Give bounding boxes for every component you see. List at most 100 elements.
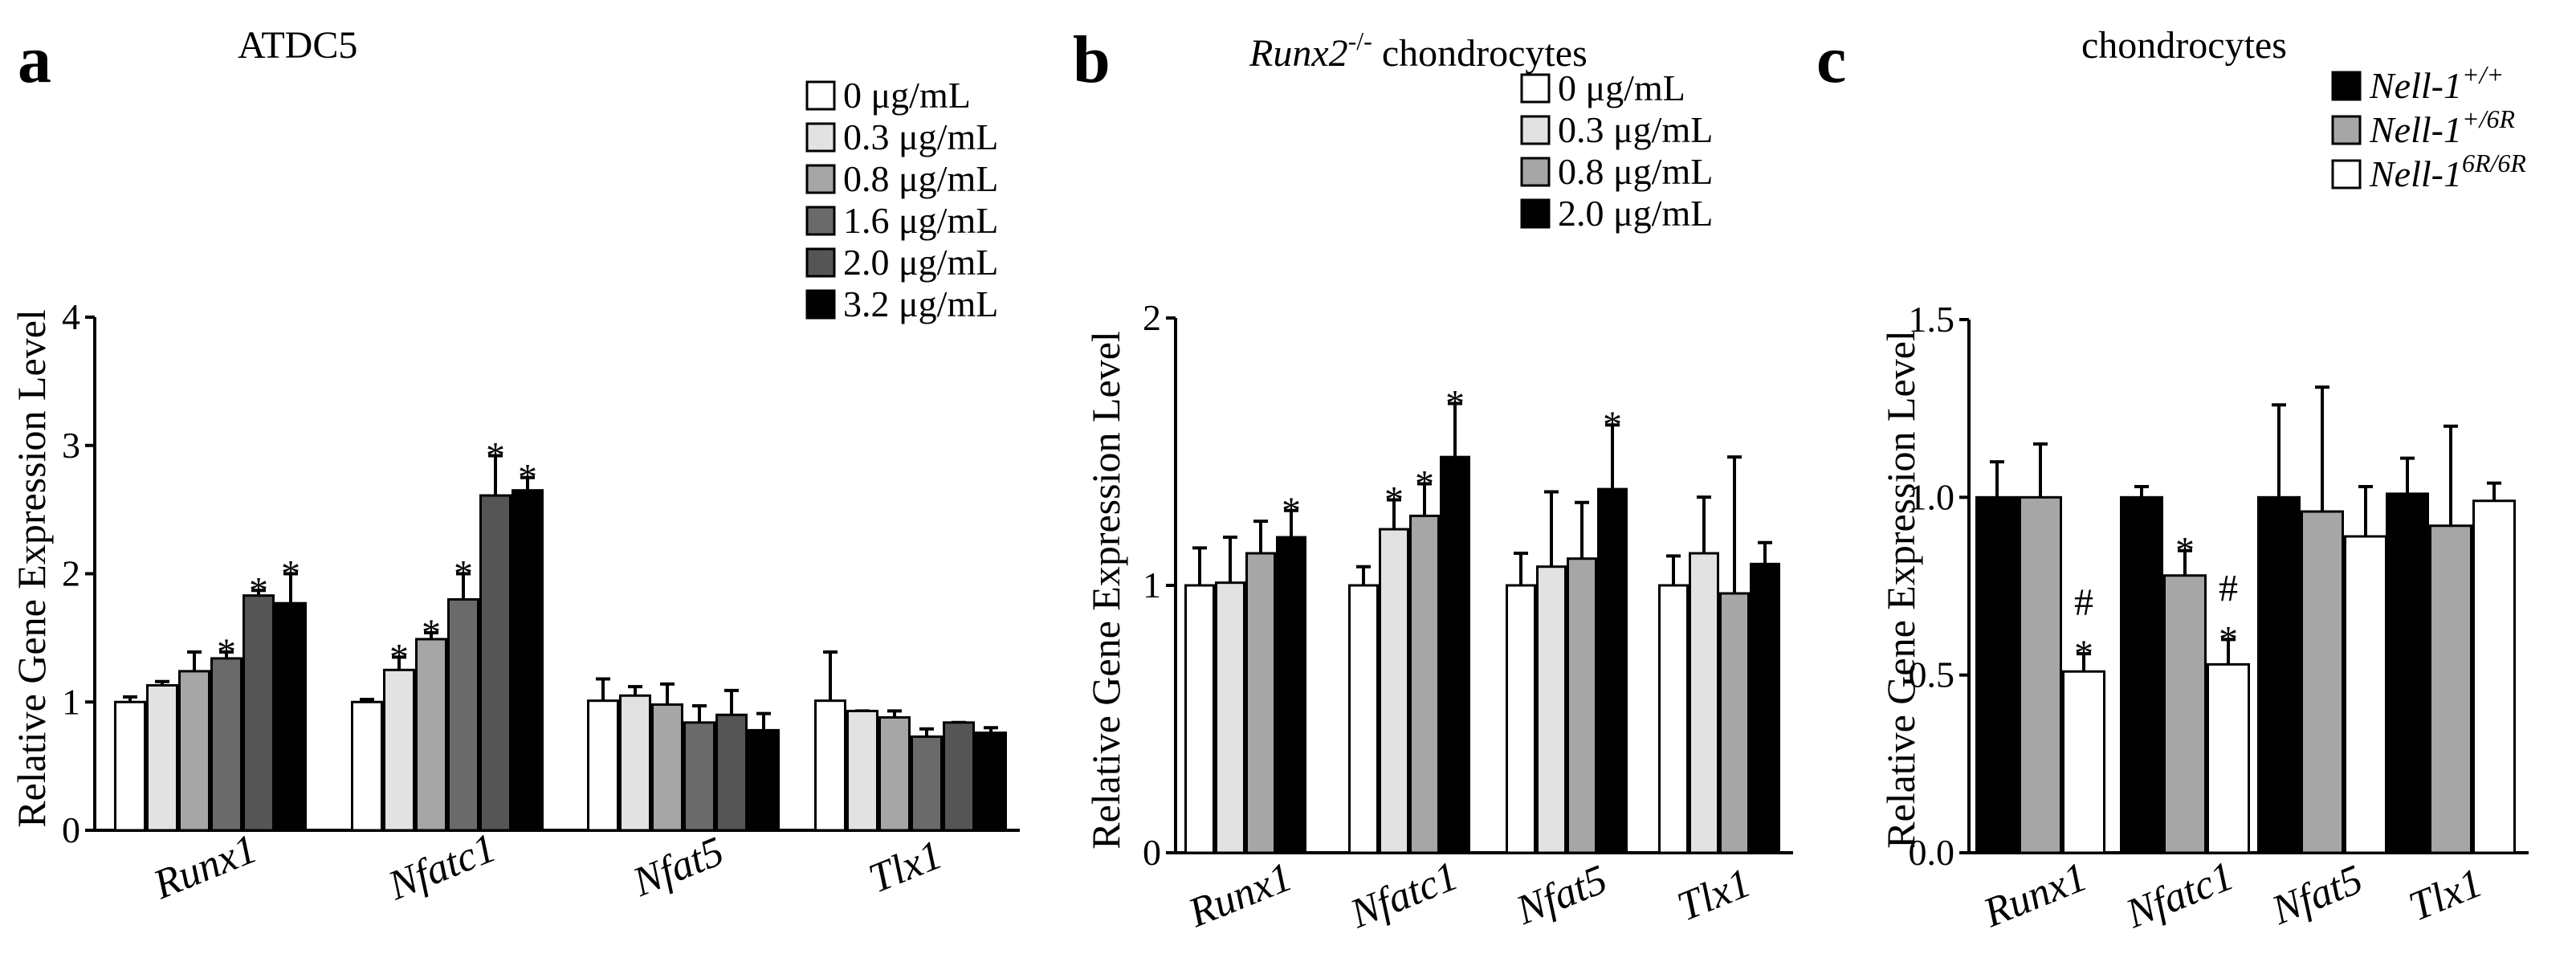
panel-b-y-axis-label: Relative Gene Expression Level <box>1083 331 1128 850</box>
panel-b-bars: * * * * * <box>1184 383 1780 854</box>
bar <box>1348 584 1379 854</box>
legend-swatch <box>2331 115 2362 145</box>
bar <box>2429 524 2472 854</box>
y-tick-label: 1 <box>1143 564 1161 605</box>
y-tick-label: 2 <box>62 553 80 594</box>
legend-swatch <box>805 164 836 194</box>
legend-label: 2.0 μg/mL <box>1558 193 1713 234</box>
bar <box>2472 499 2516 854</box>
bar <box>1719 592 1750 854</box>
bar <box>975 732 1007 832</box>
bar <box>1245 552 1276 854</box>
bar <box>1567 557 1597 854</box>
bar <box>178 670 210 832</box>
panel-a-bars: * * * * * * * * <box>114 435 1007 832</box>
panel-b: b Runx2-/- chondrocytes Relative Gene Ex… <box>1073 22 1793 937</box>
significance-mark: # <box>2074 581 2093 624</box>
legend-label: Nell-1+/6R <box>2369 104 2515 150</box>
bar <box>1975 495 2019 854</box>
bar <box>814 699 846 832</box>
significance-mark: * <box>2219 618 2238 661</box>
bar <box>447 597 479 832</box>
panel-b-title-gene: Runx2 <box>1249 32 1348 75</box>
panel-b-categories: Runx1 Nfatc1 Nfat5 Tlx1 <box>1182 853 1758 937</box>
legend-label: 0.3 μg/mL <box>843 116 998 157</box>
panel-b-title-rest: chondrocytes <box>1372 32 1588 75</box>
bar <box>587 699 619 832</box>
legend-label: 2.0 μg/mL <box>843 242 998 283</box>
y-tick-label: 3 <box>62 425 80 466</box>
bar <box>911 735 943 832</box>
bar <box>1597 487 1628 854</box>
bar <box>243 594 275 832</box>
y-tick-label: 4 <box>62 296 80 337</box>
legend-swatch <box>805 289 836 320</box>
significance-mark: * <box>1384 479 1404 521</box>
y-tick-label: 2 <box>1143 297 1161 338</box>
legend-label-superscript: 6R/6R <box>2462 149 2526 177</box>
bar <box>1409 514 1440 854</box>
category-label: Tlx1 <box>1671 860 1757 930</box>
legend-label: 1.6 μg/mL <box>843 200 998 241</box>
bar <box>846 709 878 832</box>
legend-label: Nell-1+/+ <box>2369 60 2504 106</box>
legend-swatch <box>805 247 836 278</box>
panel-c-categories: Runx1 Nfatc1 Nfat5 Tlx1 <box>1977 853 2489 937</box>
panel-b-legend: 0 μg/mL0.3 μg/mL0.8 μg/mL2.0 μg/mL <box>1520 67 1713 234</box>
legend-swatch <box>2331 159 2362 190</box>
significance-mark: * <box>2175 530 2195 573</box>
bar <box>2386 492 2429 854</box>
panel-a-legend: 0 μg/mL0.3 μg/mL0.8 μg/mL1.6 μg/mL2.0 μg… <box>805 75 998 324</box>
category-label: Nfat5 <box>626 829 730 907</box>
bar <box>2062 670 2105 854</box>
bar <box>383 668 415 832</box>
bar <box>878 715 911 832</box>
significance-mark: * <box>454 553 473 596</box>
y-tick-label: 1 <box>62 681 80 722</box>
panel-c-y-axis-label: Relative Gene Expression Level <box>1878 330 1923 849</box>
bar <box>275 601 307 832</box>
legend-label: 0 μg/mL <box>1558 67 1685 108</box>
panel-letter-b: b <box>1073 22 1111 97</box>
bar <box>351 700 383 832</box>
significance-mark: * <box>1445 383 1465 426</box>
bar <box>1440 455 1470 854</box>
panel-a-categories: Runx1 Nfatc1 Nfat5 Tlx1 <box>147 825 949 909</box>
legend-label: 3.2 μg/mL <box>843 283 998 324</box>
category-label: Runx1 <box>1977 854 2093 936</box>
category-label: Nfatc1 <box>1343 853 1465 937</box>
legend-swatch <box>805 122 836 153</box>
bar <box>210 657 243 832</box>
category-label: Runx1 <box>1182 854 1298 936</box>
bar <box>2301 510 2344 854</box>
significance-mark: # <box>2219 567 2238 609</box>
bar <box>2120 495 2163 854</box>
bar <box>415 638 447 832</box>
category-label: Nfat5 <box>1510 857 1613 935</box>
panel-a-title: ATDC5 <box>238 24 357 67</box>
bar <box>715 713 748 832</box>
bar <box>1184 584 1215 854</box>
bar <box>2019 495 2062 854</box>
bar <box>651 703 683 832</box>
panel-letter-c: c <box>1816 22 1846 97</box>
significance-mark: * <box>389 636 409 679</box>
y-tick-label: 0 <box>1143 832 1161 873</box>
bar <box>943 721 975 832</box>
bar <box>146 683 178 832</box>
legend-swatch <box>1520 157 1551 187</box>
legend-label: 0 μg/mL <box>843 75 971 116</box>
bar <box>683 721 715 832</box>
significance-mark: * <box>422 612 441 654</box>
panel-b-title-superscript: -/- <box>1348 26 1372 55</box>
panel-a: a ATDC5 Relative Gene Expression Level 0… <box>9 22 1020 909</box>
bar <box>2207 662 2250 854</box>
panel-a-y-axis-label: Relative Gene Expression Level <box>9 309 54 828</box>
legend-label: Nell-16R/6R <box>2369 149 2526 194</box>
legend-swatch <box>1520 198 1551 229</box>
significance-mark: * <box>281 553 300 596</box>
panel-b-title: Runx2-/- chondrocytes <box>1249 26 1588 75</box>
bar <box>1658 584 1689 854</box>
panel-c-bars: * # * * # <box>1975 385 2516 854</box>
